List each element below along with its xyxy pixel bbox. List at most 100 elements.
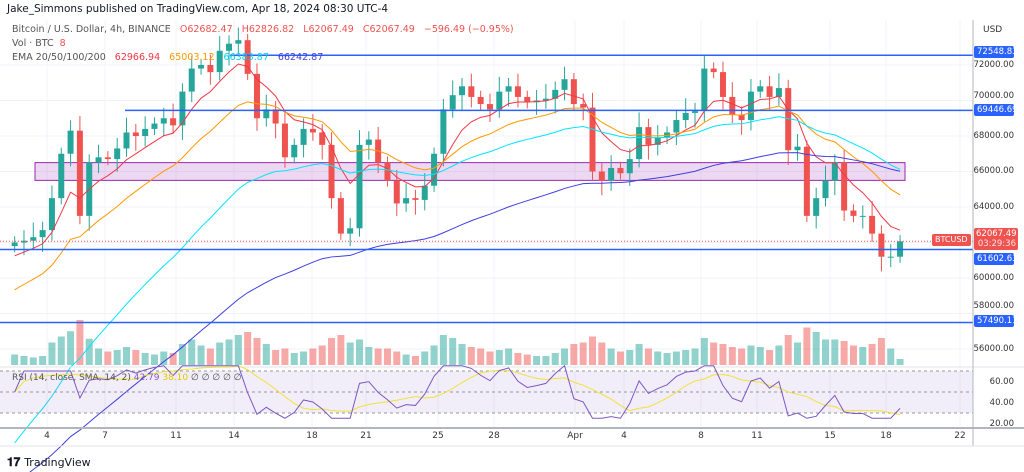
volume-bar <box>244 332 252 365</box>
candle-body <box>570 79 577 105</box>
candle-body <box>431 153 438 186</box>
volume-bar <box>840 341 848 365</box>
volume-value: 8 <box>59 38 66 49</box>
candle-body <box>356 144 363 229</box>
candle-body <box>207 65 214 73</box>
ema20-value: 62966.94 <box>114 52 161 63</box>
candle-body <box>114 148 121 160</box>
volume-legend[interactable]: Vol · BTC 8 <box>12 38 72 49</box>
currency-label[interactable]: USD <box>983 25 1003 35</box>
candle-body <box>636 127 643 160</box>
candle-body <box>421 185 428 200</box>
time-tick: 22 <box>954 431 966 441</box>
ema-legend[interactable]: EMA 20/50/100/200 62966.94 65003.12 6638… <box>12 52 329 63</box>
candle-body <box>654 137 661 145</box>
volume-bar <box>430 345 438 365</box>
volume-bar <box>728 347 736 365</box>
volume-bar <box>514 353 522 365</box>
ohlc-change: −596.49 (−0.95%) <box>423 24 514 35</box>
candle-body <box>692 111 699 113</box>
candle-body <box>505 86 512 92</box>
candle-body <box>132 132 139 136</box>
rsi-legend[interactable]: RSI (14, close, SMA, 14, 2) 42.79 38.10 … <box>12 373 242 383</box>
volume-bar <box>561 348 569 365</box>
current-price: 62067.49 <box>976 229 1017 239</box>
candle-body <box>142 128 149 136</box>
volume-bar <box>253 338 261 365</box>
time-tick: 11 <box>170 431 182 441</box>
candle-body <box>514 86 521 97</box>
candle-body <box>384 162 391 181</box>
volume-bar <box>449 338 457 365</box>
symbol-name[interactable]: Bitcoin / U.S. Dollar, 4h, BINANCE <box>12 24 171 35</box>
ohlc-high: H62826.82 <box>241 24 295 35</box>
volume-bar <box>747 345 755 365</box>
volume-bar <box>551 353 559 365</box>
candle-body <box>524 96 531 103</box>
volume-bar <box>887 348 895 365</box>
candle-body <box>757 86 764 92</box>
volume-bar <box>626 350 634 365</box>
volume-bar <box>822 339 829 365</box>
volume-bar <box>216 342 224 365</box>
time-tick: 4 <box>621 431 627 441</box>
volume-bar <box>859 347 867 365</box>
price-tick: 68000.00 <box>973 131 1014 141</box>
volume-bar <box>439 335 447 365</box>
rsi-tick: 40.00 <box>989 397 1014 408</box>
candle-body <box>869 215 876 234</box>
time-tick: 14 <box>228 431 240 441</box>
volume-bar <box>691 348 699 365</box>
volume-bar <box>337 335 345 365</box>
candle-body <box>226 43 233 51</box>
volume-bar <box>290 353 298 365</box>
volume-bar <box>542 356 550 365</box>
candle-body <box>160 118 167 124</box>
volume-bar <box>85 338 93 365</box>
tradingview-logo[interactable]: 𝟏𝟕 TradingView <box>7 455 91 470</box>
candle-body <box>747 91 754 121</box>
price-tick: 72000.00 <box>973 60 1014 70</box>
volume-bar <box>272 350 280 365</box>
candle-body <box>831 162 838 181</box>
symbol-tag: BTCUSD <box>932 234 971 246</box>
candle-body <box>309 128 316 133</box>
level-price-tag: 61602.63 <box>974 253 1018 265</box>
volume-bar <box>132 350 140 365</box>
bar-countdown: 03:29:36 <box>977 239 1016 249</box>
candle-body <box>272 109 279 124</box>
time-tick: 15 <box>824 431 836 441</box>
volume-bar <box>598 342 606 365</box>
volume-bar <box>663 353 671 365</box>
candle-body <box>263 109 270 119</box>
candle-body <box>561 79 568 90</box>
candle-body <box>67 130 74 154</box>
candle-body <box>48 198 55 231</box>
price-tick: 66000.00 <box>973 166 1014 176</box>
volume-bar <box>644 348 652 365</box>
volume-bar <box>738 348 746 365</box>
candle-body <box>626 159 633 174</box>
time-tick: 7 <box>102 431 108 441</box>
time-tick: Apr <box>567 431 583 441</box>
volume-bar <box>393 351 401 365</box>
ema50-value: 65003.12 <box>169 52 215 63</box>
volume-bar <box>467 347 475 365</box>
volume-bar <box>812 332 820 365</box>
volume-bar <box>896 359 904 365</box>
volume-bar <box>849 345 857 365</box>
candle-body <box>20 240 27 243</box>
price-tick: 64000.00 <box>973 202 1014 212</box>
ohlc-open: O62682.47 <box>179 24 233 35</box>
candle-body <box>822 180 829 199</box>
candle-body <box>850 210 857 216</box>
candle-body <box>39 230 46 238</box>
price-tick: 70000.00 <box>973 91 1014 101</box>
volume-bar <box>486 351 494 365</box>
candle-body <box>738 114 745 121</box>
volume-bar <box>328 338 336 365</box>
candle-body <box>291 144 298 158</box>
candle-body <box>253 73 260 119</box>
candle-body <box>598 171 605 181</box>
